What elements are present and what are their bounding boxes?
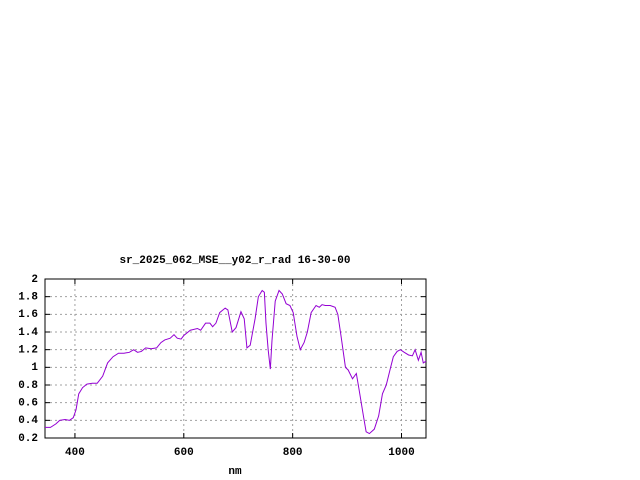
plot-border [44,278,427,439]
x-axis-label: nm [228,466,242,478]
y-tick-label: 0.4 [18,415,38,427]
y-tick-label: 1 [31,362,38,374]
y-tick-label: 0.6 [18,398,38,410]
y-tick-label: 1.8 [18,292,38,304]
y-tick-label: 2 [31,274,38,286]
chart-title: sr_2025_062_MSE__y02_r_rad 16-30-00 [119,255,350,267]
y-tick-label: 0.8 [18,380,38,392]
x-tick-label: 400 [65,447,85,459]
x-tick-label: 1000 [388,447,414,459]
x-tick-label: 800 [283,447,303,459]
x-tick-label: 600 [174,447,194,459]
y-tick-label: 1.4 [18,327,38,339]
y-tick-label: 1.6 [18,309,38,321]
data-line [45,289,427,435]
y-tick-label: 0.2 [18,433,38,445]
y-tick-label: 1.2 [18,345,38,357]
